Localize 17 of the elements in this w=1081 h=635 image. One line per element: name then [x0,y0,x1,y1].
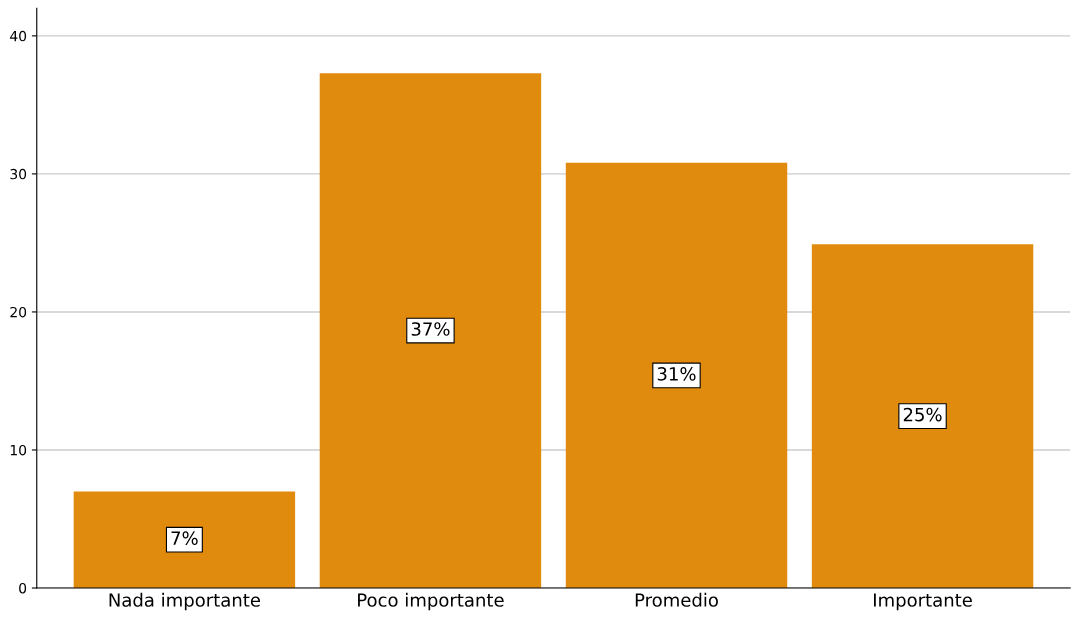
bar [811,244,1034,589]
data-label: 31% [657,367,696,381]
bar [73,491,296,589]
x-tick-label: Importante [874,593,972,611]
y-tick-label: 0 [19,582,27,594]
x-tick-label: Nada importante [109,592,260,611]
data-label: 25% [903,407,942,422]
x-tick-label: Poco importante [358,592,504,611]
data-label: 7% [171,531,198,545]
y-tick-label: 10 [10,444,27,456]
y-tick-label: 40 [10,30,27,42]
x-tick-label: Promedio [635,592,718,607]
y-tick-label: 20 [10,306,27,318]
bar [319,73,542,589]
bar [565,162,788,589]
data-label: 37% [411,322,450,336]
y-tick-label: 30 [10,168,27,180]
